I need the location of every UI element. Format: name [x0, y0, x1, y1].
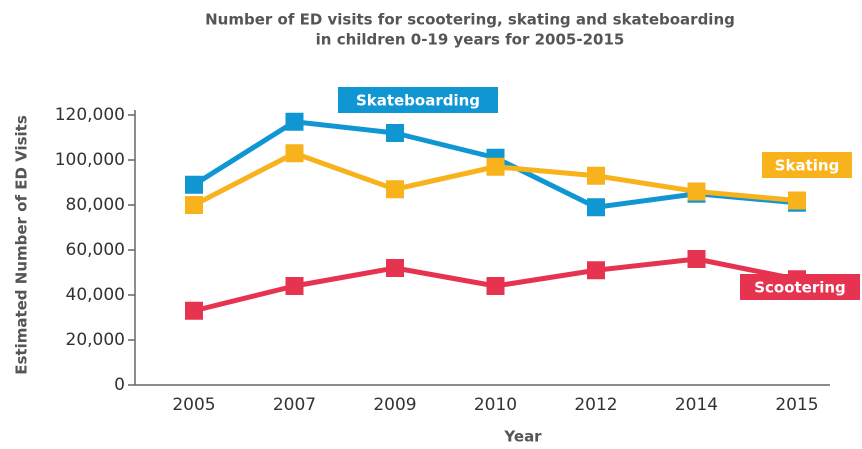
legend-label: Skating: [775, 157, 840, 175]
point-marker: [185, 301, 203, 320]
y-axis-title: Estimated Number of ED Visits: [13, 115, 31, 375]
legend-box: [762, 152, 852, 178]
legend-label: Skateboarding: [356, 92, 480, 110]
y-tick-label: 80,000: [66, 195, 125, 215]
point-marker: [386, 124, 404, 142]
chart-title: Number of ED visits for scootering, skat…: [205, 11, 735, 29]
legend-label: Scootering: [754, 279, 846, 297]
point-marker: [587, 261, 605, 280]
legend-box: [740, 274, 860, 300]
point-marker: [687, 250, 706, 268]
x-tick-label: 2010: [474, 395, 517, 415]
x-axis-title: Year: [503, 428, 542, 446]
y-tick-label: 20,000: [66, 330, 125, 350]
point-marker: [486, 157, 505, 176]
point-marker: [386, 180, 404, 199]
x-tick-label: 2012: [574, 395, 617, 415]
point-marker: [285, 277, 304, 295]
point-marker: [185, 175, 203, 194]
x-tick-label: 2015: [775, 395, 818, 415]
point-marker: [386, 259, 404, 277]
y-tick-label: 0: [114, 375, 125, 395]
point-marker: [788, 191, 806, 210]
point-marker: [587, 198, 605, 217]
x-tick-label: 2007: [273, 395, 316, 415]
point-marker: [185, 196, 203, 214]
point-marker: [587, 166, 605, 185]
chart-title: in children 0-19 years for 2005-2015: [316, 31, 625, 49]
point-marker: [486, 277, 505, 295]
point-marker: [285, 144, 304, 163]
y-tick-label: 100,000: [55, 150, 125, 170]
x-tick-label: 2009: [373, 395, 416, 415]
y-tick-label: 40,000: [66, 285, 125, 305]
y-tick-label: 120,000: [55, 105, 125, 125]
y-tick-label: 60,000: [66, 240, 125, 260]
x-tick-label: 2014: [675, 395, 718, 415]
x-tick-label: 2005: [172, 395, 215, 415]
point-marker: [285, 112, 304, 131]
legend-box: [338, 87, 498, 113]
point-marker: [687, 182, 706, 201]
